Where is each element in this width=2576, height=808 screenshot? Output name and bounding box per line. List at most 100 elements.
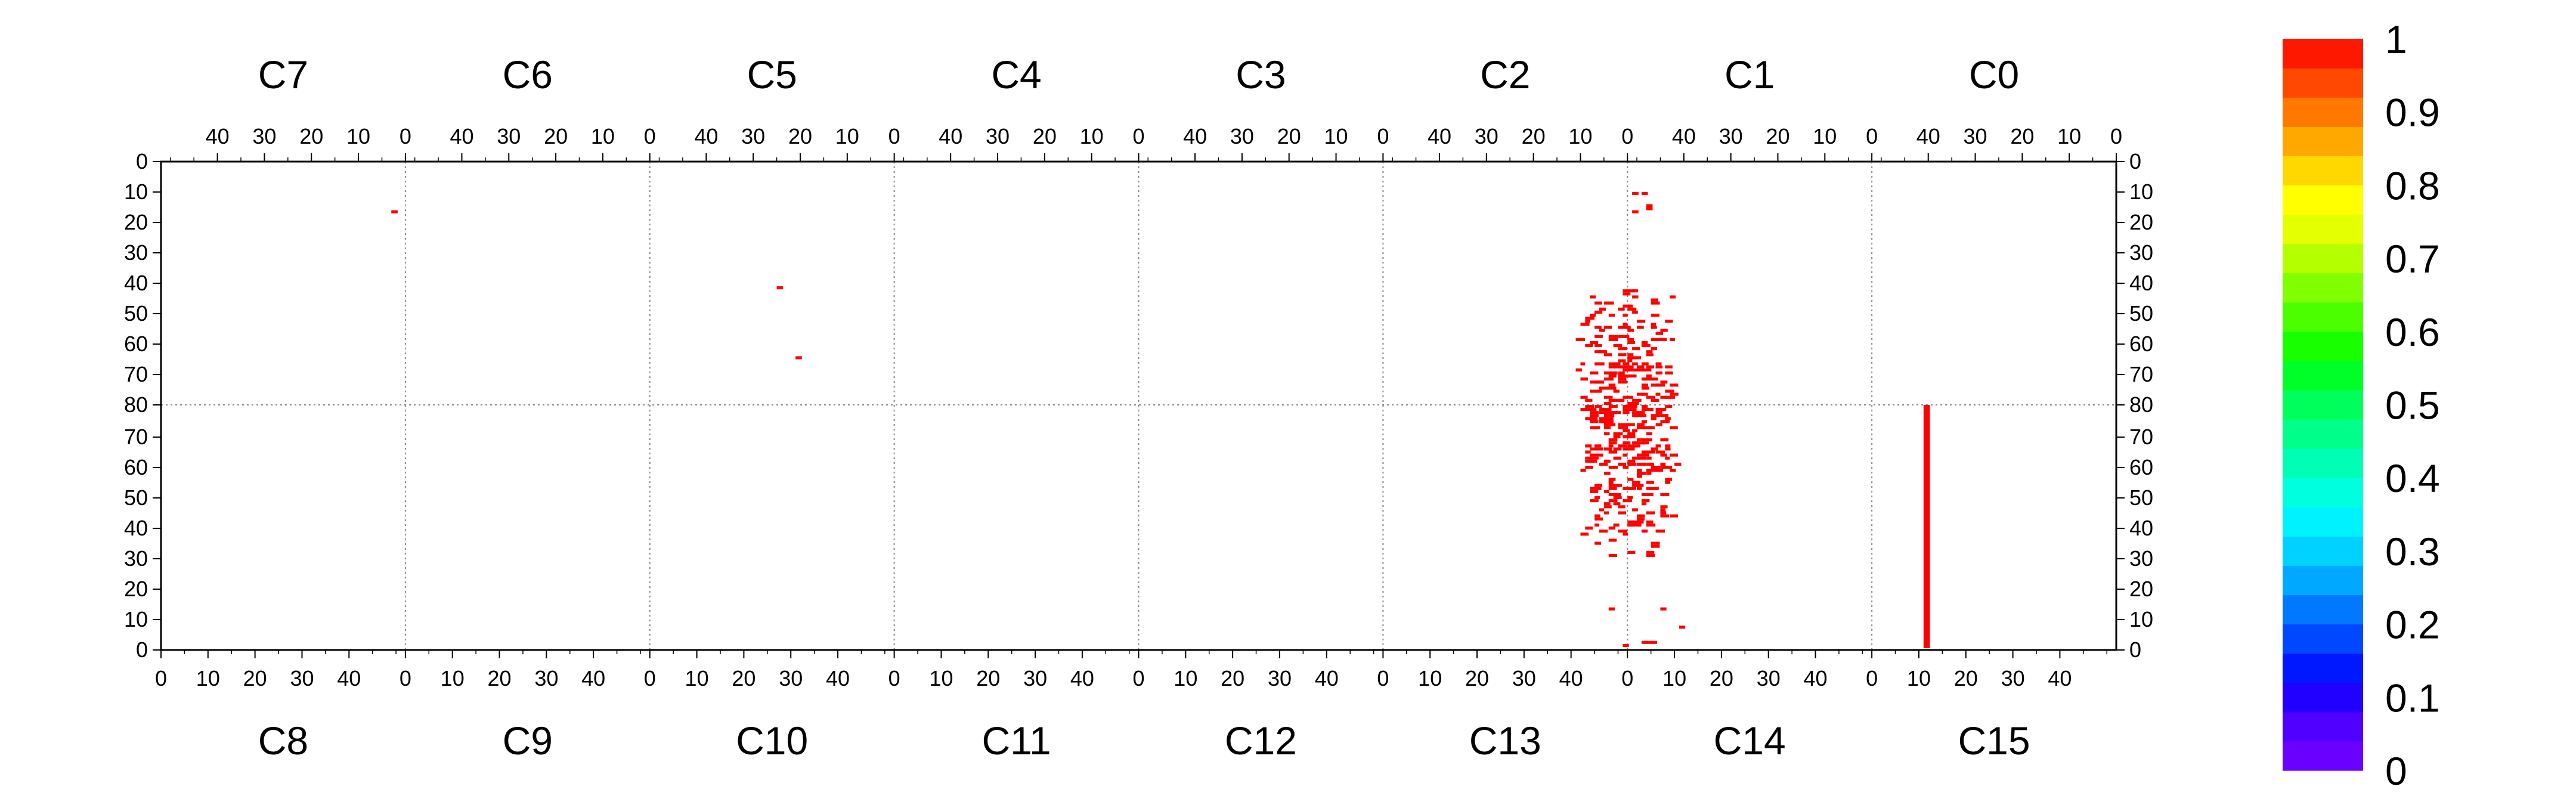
hit-pixel <box>1623 426 1628 429</box>
left-y-tick-label: 20 <box>124 577 148 601</box>
hit-pixel <box>1608 335 1618 338</box>
hit-pixel <box>1594 487 1602 490</box>
bottom-x-tick-label: 40 <box>1070 666 1094 691</box>
hit-pixel <box>1603 377 1611 381</box>
hit-pixel <box>1594 335 1603 338</box>
hit-pixel <box>1660 338 1667 341</box>
hit-pixel <box>1608 383 1616 387</box>
top-x-tick-label: 30 <box>497 124 521 148</box>
hit-pixel <box>1618 423 1626 426</box>
colorbar-segment <box>2283 214 2363 244</box>
hit-pixel <box>1632 484 1640 487</box>
hit-pixel <box>1599 417 1609 420</box>
hit-pixel <box>1608 417 1614 420</box>
hit-pixel <box>1641 340 1648 344</box>
hit-pixel <box>1594 326 1602 329</box>
colorbar-tick-label: 0.4 <box>2385 456 2440 500</box>
hit-pixel <box>1670 383 1679 387</box>
hit-pixel <box>1627 459 1636 463</box>
hit-pixel <box>1623 423 1631 426</box>
bottom-x-tick-label: 0 <box>155 666 167 691</box>
right-y-tick-label: 20 <box>2129 577 2153 601</box>
colorbar-segment <box>2283 389 2363 420</box>
top-x-tick-label: 30 <box>1719 124 1743 148</box>
hit-pixel <box>1613 456 1622 460</box>
hit-pixel <box>1637 475 1642 478</box>
hit-pixel <box>1603 472 1611 475</box>
hit-pixel <box>1670 395 1676 399</box>
hit-pixel <box>1641 426 1651 429</box>
hit-pixel <box>1580 323 1590 326</box>
top-x-tick-label: 10 <box>1324 124 1348 148</box>
bottom-x-tick-label: 0 <box>1132 666 1144 691</box>
hit-pixel <box>1618 371 1625 374</box>
hit-pixel <box>1646 204 1653 208</box>
hit-pixel <box>1594 444 1602 448</box>
right-y-tick-label: 40 <box>2129 271 2153 295</box>
hit-pixel <box>1646 368 1652 372</box>
bottom-x-tick-label: 0 <box>1621 666 1633 691</box>
hit-pixel <box>1608 377 1614 381</box>
bottom-chip-label: C15 <box>1958 719 2030 763</box>
hit-pixel <box>1651 377 1658 381</box>
bottom-x-tick-label: 20 <box>1465 666 1489 691</box>
colorbar-segment <box>2283 419 2363 449</box>
hit-pixel <box>1608 481 1614 484</box>
hit-pixel <box>1623 395 1628 399</box>
hit-pixel <box>1651 338 1660 341</box>
hit-pixel <box>1603 371 1609 374</box>
colorbar-segment <box>2283 185 2363 215</box>
hit-pixel <box>1618 365 1624 369</box>
hit-pixel <box>1590 487 1596 490</box>
hit-pixel <box>1608 527 1615 530</box>
hit-pixel <box>1623 408 1629 411</box>
colorbar-segment <box>2283 624 2363 654</box>
hit-pixel <box>1627 447 1635 451</box>
hit-pixel <box>1613 493 1621 496</box>
hit-pixel <box>1655 338 1664 341</box>
top-x-tick-label: 30 <box>1475 124 1498 148</box>
colorbar-segment <box>2283 595 2363 625</box>
colorbar: 1 0.9 0.8 0.7 0.6 0.5 0.4 0.3 0.2 0.1 0 <box>2283 17 2440 793</box>
hit-pixel <box>1637 487 1642 490</box>
hit-pixel <box>1665 395 1672 399</box>
hit-pixel <box>1627 353 1634 357</box>
hit-pixel <box>1585 320 1590 323</box>
hit-pixel <box>1655 530 1665 533</box>
hit-pixel <box>1660 380 1668 384</box>
hit-pixel <box>1599 530 1608 533</box>
hit-pixel <box>1580 395 1588 399</box>
hit-pixel <box>1637 456 1646 460</box>
hit-pixel <box>1594 496 1600 500</box>
hit-pixel <box>1590 295 1596 299</box>
hit-pixel <box>1665 478 1673 481</box>
hit-pixel <box>1608 441 1617 445</box>
top-chip-label: C6 <box>503 52 553 97</box>
hit-pixel <box>1646 553 1655 557</box>
hit-pixel <box>1646 426 1655 429</box>
hit-pixel <box>1632 368 1639 372</box>
hit-pixel <box>1646 395 1655 399</box>
hit-pixel <box>1660 414 1669 417</box>
colorbar-segment <box>2283 536 2363 566</box>
hit-pixel <box>1655 423 1662 426</box>
hit-pixel <box>1651 398 1659 402</box>
hit-pixel <box>1585 466 1593 469</box>
hit-pixel <box>1641 386 1649 390</box>
hit-pixel <box>1613 523 1620 527</box>
top-x-tick-label: 0 <box>644 124 656 148</box>
hit-pixel <box>1618 380 1628 384</box>
hit-pixel <box>1646 377 1652 381</box>
top-x-tick-label: 0 <box>2110 124 2122 148</box>
top-x-tick-label: 10 <box>1080 124 1104 148</box>
bottom-x-tick-label: 30 <box>1268 666 1292 691</box>
hit-pixel <box>1655 408 1665 411</box>
hit-pixel <box>1665 456 1670 460</box>
hit-pixel <box>1637 441 1645 445</box>
colorbar-tick-label: 0.8 <box>2385 163 2440 208</box>
colorbar-segment <box>2283 653 2363 683</box>
hit-pixel <box>1632 456 1637 460</box>
hit-pixel <box>1923 405 1930 648</box>
hit-pixel <box>1590 447 1598 451</box>
hit-pixel <box>1608 374 1617 378</box>
